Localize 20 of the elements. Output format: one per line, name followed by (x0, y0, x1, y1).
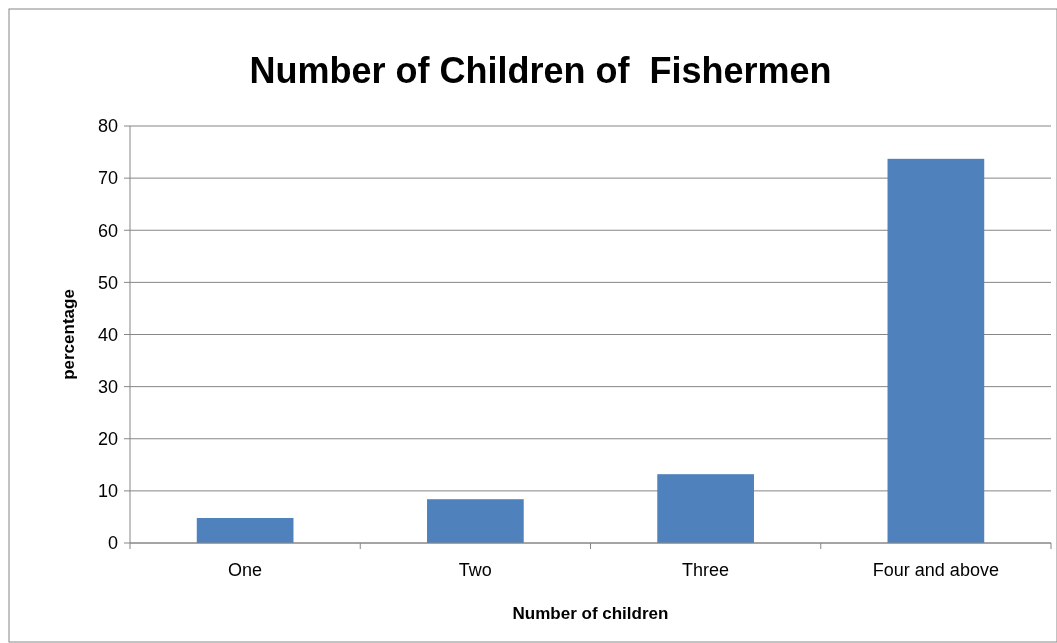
y-tick-label: 20 (97, 429, 118, 450)
bar (427, 499, 524, 543)
y-tick-label: 70 (97, 168, 118, 189)
y-tick-label: 10 (97, 481, 118, 502)
y-tick-label: 80 (97, 116, 118, 137)
bar (887, 158, 985, 543)
y-tick-label: 60 (97, 220, 118, 241)
y-tick-label: 50 (97, 272, 118, 293)
y-tick-label: 0 (107, 533, 118, 554)
x-tick-label: Four and above (872, 560, 999, 580)
bar (196, 517, 294, 543)
y-axis-title: percentage (59, 289, 78, 380)
y-tick-label: 30 (97, 376, 118, 397)
x-axis-title: Number of children (512, 604, 669, 623)
x-tick-label: Three (682, 560, 730, 580)
chart-title: Number of Children of Fishermen (249, 50, 832, 91)
y-tick-label: 40 (97, 324, 118, 345)
x-tick-label: One (228, 560, 263, 580)
x-tick-label: Two (458, 560, 492, 580)
bar (657, 474, 754, 543)
